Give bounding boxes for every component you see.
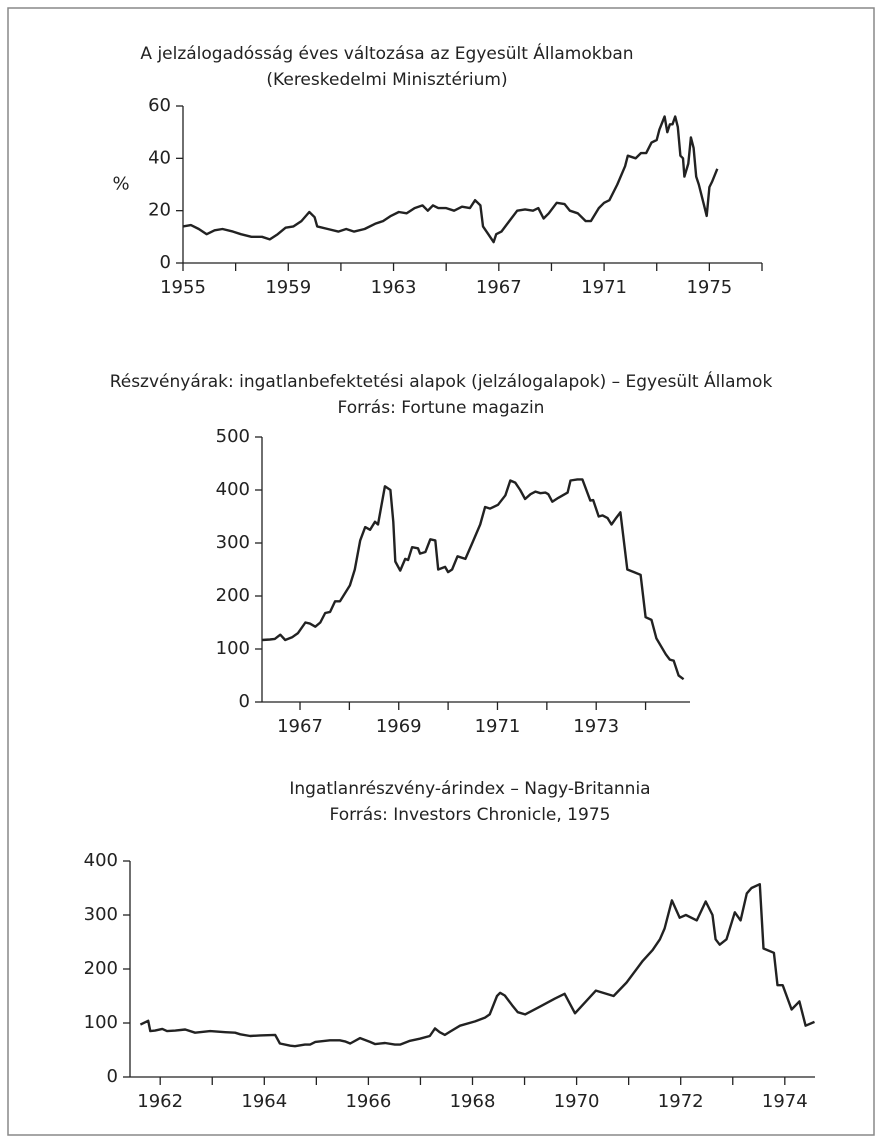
- x-tick-label: 1973: [573, 716, 619, 737]
- x-tick-label: 1972: [658, 1091, 704, 1112]
- x-tick-label: 1975: [686, 277, 732, 298]
- y-tick-label: 400: [84, 850, 118, 871]
- x-tick-label: 1969: [376, 716, 422, 737]
- y-tick-label: 60: [148, 95, 171, 116]
- chart-subtitle: Forrás: Investors Chronicle, 1975: [330, 805, 611, 825]
- x-tick-label: 1967: [476, 277, 522, 298]
- y-tick-label: 0: [239, 691, 250, 712]
- y-tick-label: 100: [84, 1012, 118, 1033]
- data-line: [261, 478, 685, 681]
- x-tick-label: 1971: [581, 277, 627, 298]
- x-tick-label: 1964: [241, 1091, 287, 1112]
- y-tick-label: 300: [84, 904, 118, 925]
- y-tick-label: 100: [216, 638, 250, 659]
- y-axis-label: %: [112, 174, 129, 195]
- y-tick-label: 300: [216, 532, 250, 553]
- chart-title: A jelzálogadósság éves változása az Egye…: [140, 42, 633, 64]
- chart-subtitle: (Kereskedelmi Minisztérium): [266, 70, 507, 90]
- x-tick-label: 1966: [345, 1091, 391, 1112]
- x-tick-label: 1967: [277, 716, 323, 737]
- x-tick-label: 1970: [554, 1091, 600, 1112]
- data-line: [139, 883, 815, 1048]
- x-tick-label: 1963: [371, 277, 417, 298]
- chart-title: Részvényárak: ingatlanbefektetési alapok…: [110, 370, 773, 392]
- y-tick-label: 200: [216, 585, 250, 606]
- y-tick-label: 0: [107, 1066, 118, 1087]
- y-tick-label: 500: [216, 426, 250, 447]
- x-tick-label: 1968: [450, 1091, 496, 1112]
- frame: [7, 7, 875, 1136]
- chart-title: Ingatlanrészvény-árindex – Nagy-Britanni…: [289, 779, 650, 799]
- y-tick-label: 20: [148, 200, 171, 221]
- y-tick-label: 0: [160, 252, 171, 273]
- x-tick-label: 1974: [762, 1091, 808, 1112]
- x-tick-label: 1962: [137, 1091, 183, 1112]
- x-tick-label: 1959: [265, 277, 311, 298]
- x-tick-label: 1971: [475, 716, 521, 737]
- y-tick-label: 200: [84, 958, 118, 979]
- x-tick-label: 1955: [160, 277, 206, 298]
- y-tick-label: 40: [148, 147, 171, 168]
- data-line: [182, 115, 719, 244]
- chart-subtitle: Forrás: Fortune magazin: [338, 398, 545, 418]
- y-tick-label: 400: [216, 479, 250, 500]
